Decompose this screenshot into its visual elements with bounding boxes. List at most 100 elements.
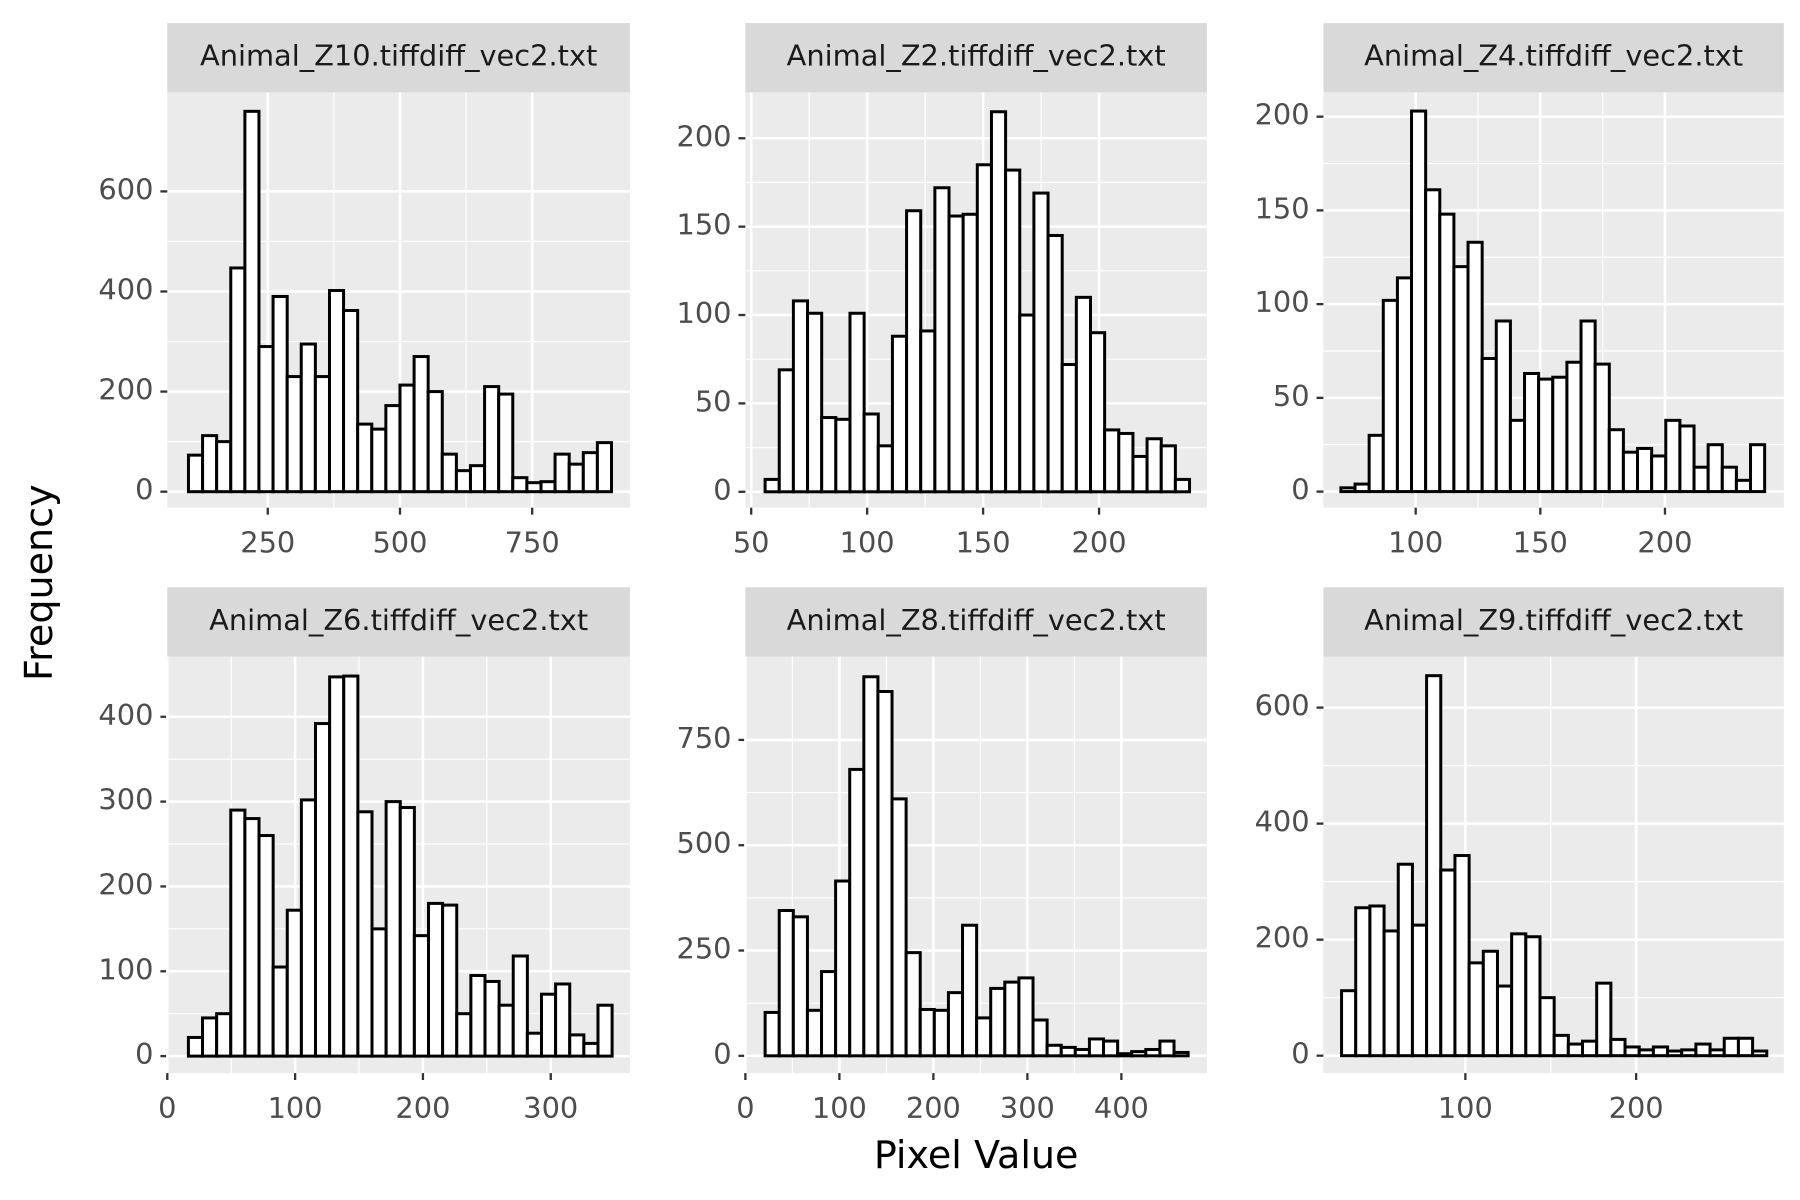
bar xyxy=(848,767,866,1058)
bar xyxy=(876,689,894,1058)
bar xyxy=(468,464,487,494)
bar xyxy=(1003,980,1021,1058)
bar xyxy=(1694,1042,1712,1058)
y-tick-label: 50 xyxy=(1273,379,1310,413)
x-tick-label: 0 xyxy=(736,1091,754,1125)
y-tick-label: 300 xyxy=(98,783,153,817)
strip: Animal_Z6.tiffdiff_vec2.txt xyxy=(209,603,588,637)
bar xyxy=(356,810,374,1058)
bar xyxy=(820,970,838,1058)
bar xyxy=(1650,454,1668,494)
bar xyxy=(961,212,979,494)
bar xyxy=(1637,1048,1655,1058)
bar xyxy=(1636,446,1654,494)
strip: Animal_Z10.tiffdiff_vec2.txt xyxy=(200,39,597,73)
bar xyxy=(1144,1047,1162,1058)
bar xyxy=(229,808,247,1058)
bar xyxy=(1087,1037,1106,1058)
bar xyxy=(932,1008,950,1058)
bar xyxy=(905,209,923,494)
bar xyxy=(483,385,501,494)
bar xyxy=(890,797,908,1058)
bar xyxy=(1410,109,1428,494)
bar xyxy=(398,383,416,494)
panel-title: Animal_Z6.tiffdiff_vec2.txt xyxy=(209,603,588,637)
bar xyxy=(1623,1045,1641,1058)
bar xyxy=(469,974,487,1058)
bar xyxy=(1073,1047,1091,1058)
y-tick-label: 100 xyxy=(98,952,153,986)
bar xyxy=(834,417,852,494)
bar xyxy=(384,404,402,494)
x-tick-label: 100 xyxy=(1388,526,1443,560)
bar xyxy=(186,453,205,494)
bar xyxy=(299,798,318,1058)
bar xyxy=(511,954,529,1058)
y-tick-label: 600 xyxy=(98,172,153,206)
bar xyxy=(299,342,317,494)
y-tick-label: 150 xyxy=(677,208,732,242)
x-tick-label: 0 xyxy=(158,1091,176,1125)
bar xyxy=(497,392,515,494)
bar xyxy=(1017,976,1035,1058)
bar xyxy=(1088,331,1107,494)
bar xyxy=(553,452,571,494)
x-tick-label: 300 xyxy=(523,1091,578,1125)
bar xyxy=(1749,443,1767,494)
bar xyxy=(1395,276,1414,494)
bar xyxy=(229,266,247,494)
bar xyxy=(370,427,388,494)
bar xyxy=(876,444,894,494)
x-tick-label: 400 xyxy=(1094,1091,1149,1125)
bar xyxy=(271,965,289,1058)
bar xyxy=(1353,482,1371,494)
bar xyxy=(1131,454,1149,494)
x-axis-title: Pixel Value xyxy=(874,1133,1079,1177)
bar xyxy=(1666,1049,1684,1058)
bar xyxy=(1452,265,1470,494)
x-tick-label: 200 xyxy=(1072,526,1127,560)
strip-background xyxy=(167,587,631,657)
bar xyxy=(201,434,219,494)
bar xyxy=(1593,362,1611,494)
strip-background xyxy=(745,23,1207,93)
bar xyxy=(1751,1049,1769,1058)
bar xyxy=(1692,465,1710,494)
bar xyxy=(426,901,445,1058)
y-tick-label: 0 xyxy=(713,1037,731,1071)
bar xyxy=(1059,1045,1077,1058)
bar xyxy=(328,675,346,1058)
bar xyxy=(454,469,472,494)
y-tick-label: 750 xyxy=(677,721,732,755)
bar xyxy=(511,476,529,494)
x-tick-label: 250 xyxy=(240,526,295,560)
bar xyxy=(1552,1033,1570,1058)
bar xyxy=(1368,904,1386,1058)
bar xyxy=(862,675,880,1058)
x-tick-label: 100 xyxy=(1438,1091,1493,1125)
bar xyxy=(1581,1039,1599,1058)
bar xyxy=(581,451,599,494)
bar xyxy=(441,903,459,1058)
bar xyxy=(1004,168,1022,494)
bar xyxy=(539,480,557,494)
bar xyxy=(285,908,303,1058)
y-tick-label: 0 xyxy=(1291,473,1309,507)
x-tick-label: 100 xyxy=(268,1091,323,1125)
bar xyxy=(947,214,965,494)
bar xyxy=(370,927,388,1058)
bar xyxy=(384,800,402,1058)
bar xyxy=(1116,1052,1134,1058)
bar xyxy=(1382,929,1400,1058)
bar xyxy=(989,110,1008,494)
bar xyxy=(1734,478,1753,494)
bar xyxy=(806,311,824,494)
bar xyxy=(1439,868,1457,1058)
bar xyxy=(1680,1048,1698,1058)
x-tick-label: 50 xyxy=(733,526,770,560)
y-tick-label: 400 xyxy=(1255,805,1310,839)
bar xyxy=(1396,862,1414,1058)
bar xyxy=(1495,984,1514,1058)
bar xyxy=(1339,486,1357,494)
